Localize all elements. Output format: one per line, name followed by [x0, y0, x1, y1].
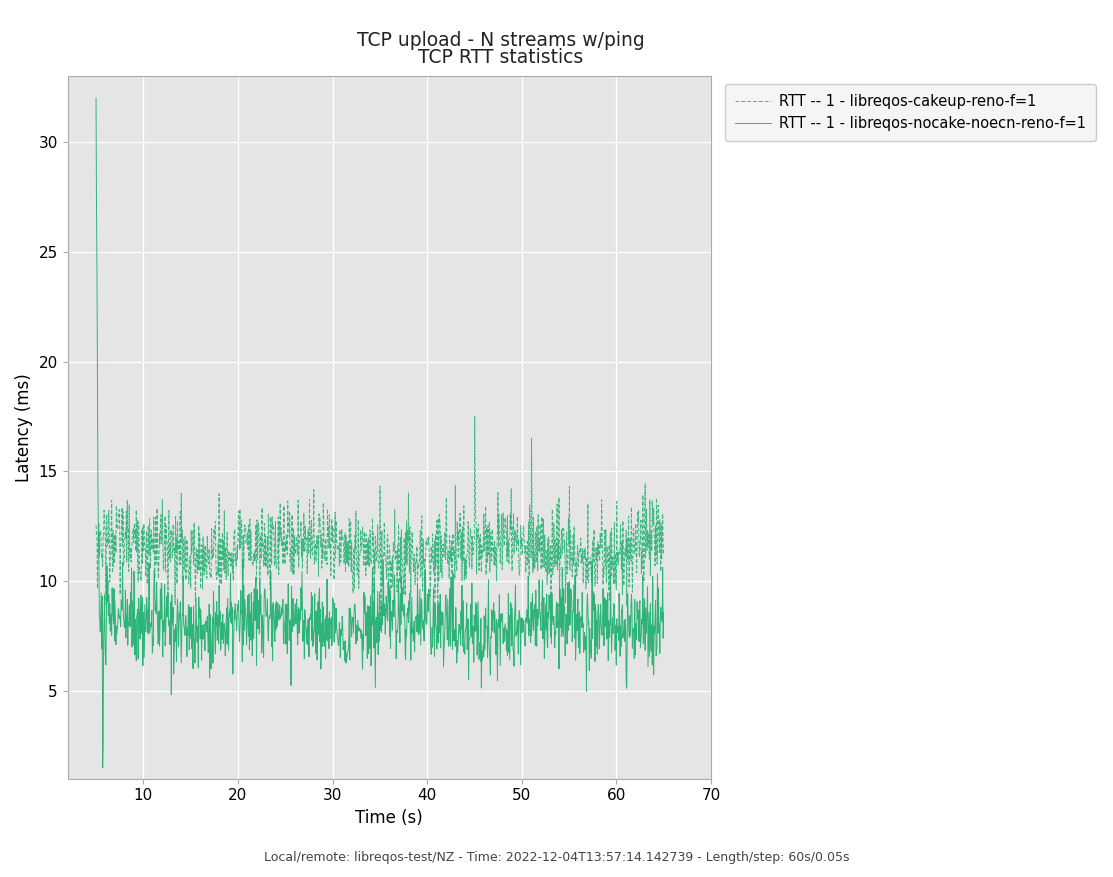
RTT -- 1 - libreqos-nocake-noecn-reno-f=1: [336, 619, 349, 630]
RTT -- 1 - libreqos-cakeup-reno-f=1: [388, 504, 402, 515]
RTT -- 1 - libreqos-nocake-noecn-reno-f=1: [165, 589, 178, 600]
RTT -- 1 - libreqos-cakeup-reno-f=1: [185, 548, 198, 559]
X-axis label: Time (s): Time (s): [355, 809, 423, 827]
RTT -- 1 - libreqos-cakeup-reno-f=1: [657, 549, 670, 560]
RTT -- 1 - libreqos-nocake-noecn-reno-f=1: [96, 762, 109, 773]
Line: RTT -- 1 - libreqos-cakeup-reno-f=1: RTT -- 1 - libreqos-cakeup-reno-f=1: [96, 417, 663, 617]
RTT -- 1 - libreqos-cakeup-reno-f=1: [89, 520, 102, 531]
Text: TCP RTT statistics: TCP RTT statistics: [418, 48, 583, 68]
RTT -- 1 - libreqos-cakeup-reno-f=1: [335, 533, 348, 544]
RTT -- 1 - libreqos-nocake-noecn-reno-f=1: [400, 631, 413, 642]
RTT -- 1 - libreqos-cakeup-reno-f=1: [280, 549, 294, 560]
Y-axis label: Latency (ms): Latency (ms): [14, 373, 33, 481]
RTT -- 1 - libreqos-nocake-noecn-reno-f=1: [186, 619, 199, 630]
RTT -- 1 - libreqos-cakeup-reno-f=1: [165, 530, 178, 540]
RTT -- 1 - libreqos-nocake-noecn-reno-f=1: [657, 608, 670, 618]
RTT -- 1 - libreqos-nocake-noecn-reno-f=1: [388, 588, 402, 598]
RTT -- 1 - libreqos-cakeup-reno-f=1: [400, 516, 413, 526]
RTT -- 1 - libreqos-cakeup-reno-f=1: [374, 611, 387, 622]
Text: Local/remote: libreqos-test/NZ - Time: 2022-12-04T13:57:14.142739 - Length/step:: Local/remote: libreqos-test/NZ - Time: 2…: [264, 851, 849, 864]
RTT -- 1 - libreqos-cakeup-reno-f=1: [469, 411, 482, 422]
Line: RTT -- 1 - libreqos-nocake-noecn-reno-f=1: RTT -- 1 - libreqos-nocake-noecn-reno-f=…: [96, 98, 663, 767]
Legend: RTT -- 1 - libreqos-cakeup-reno-f=1, RTT -- 1 - libreqos-nocake-noecn-reno-f=1: RTT -- 1 - libreqos-cakeup-reno-f=1, RTT…: [725, 83, 1096, 141]
RTT -- 1 - libreqos-nocake-noecn-reno-f=1: [282, 606, 295, 617]
Text: TCP upload - N streams w/ping: TCP upload - N streams w/ping: [357, 31, 644, 50]
RTT -- 1 - libreqos-nocake-noecn-reno-f=1: [89, 93, 102, 103]
